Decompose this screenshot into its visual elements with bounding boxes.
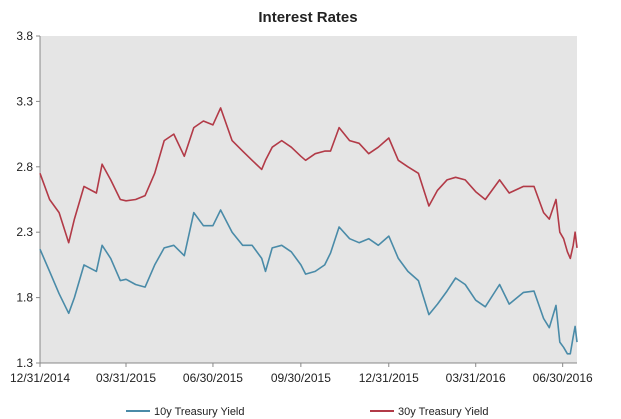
series-line-30y [39,107,578,260]
legend: 10y Treasury Yield 30y Treasury Yield [126,406,489,418]
x-tick-label: 03/31/2015 [96,371,156,385]
x-tick-label: 06/30/2015 [183,371,243,385]
x-tick-label: 12/31/2014 [10,371,70,385]
x-tick-label: 09/30/2015 [271,371,331,385]
y-axis-ticks: 1.3 1.8 2.3 2.8 3.3 3.8 [16,29,40,370]
x-tick-label: 06/30/2016 [533,371,593,385]
series-layer [39,107,578,355]
chart-title: Interest Rates [258,9,357,26]
y-tick-label: 3.8 [16,29,33,43]
y-tick-label: 1.3 [16,356,33,370]
y-tick-label: 2.8 [16,160,33,174]
x-axis-ticks: 12/31/2014 03/31/2015 06/30/2015 09/30/2015… [10,363,593,385]
series-line-10y [39,209,578,355]
y-tick-label: 3.3 [16,94,33,108]
legend-label: 10y Treasury Yield [154,406,245,418]
y-tick-label: 1.8 [16,291,33,305]
legend-label: 30y Treasury Yield [398,406,489,418]
y-tick-label: 2.3 [16,225,33,239]
x-tick-label: 03/31/2016 [446,371,506,385]
x-tick-label: 12/31/2015 [359,371,419,385]
plot-area [40,36,577,363]
